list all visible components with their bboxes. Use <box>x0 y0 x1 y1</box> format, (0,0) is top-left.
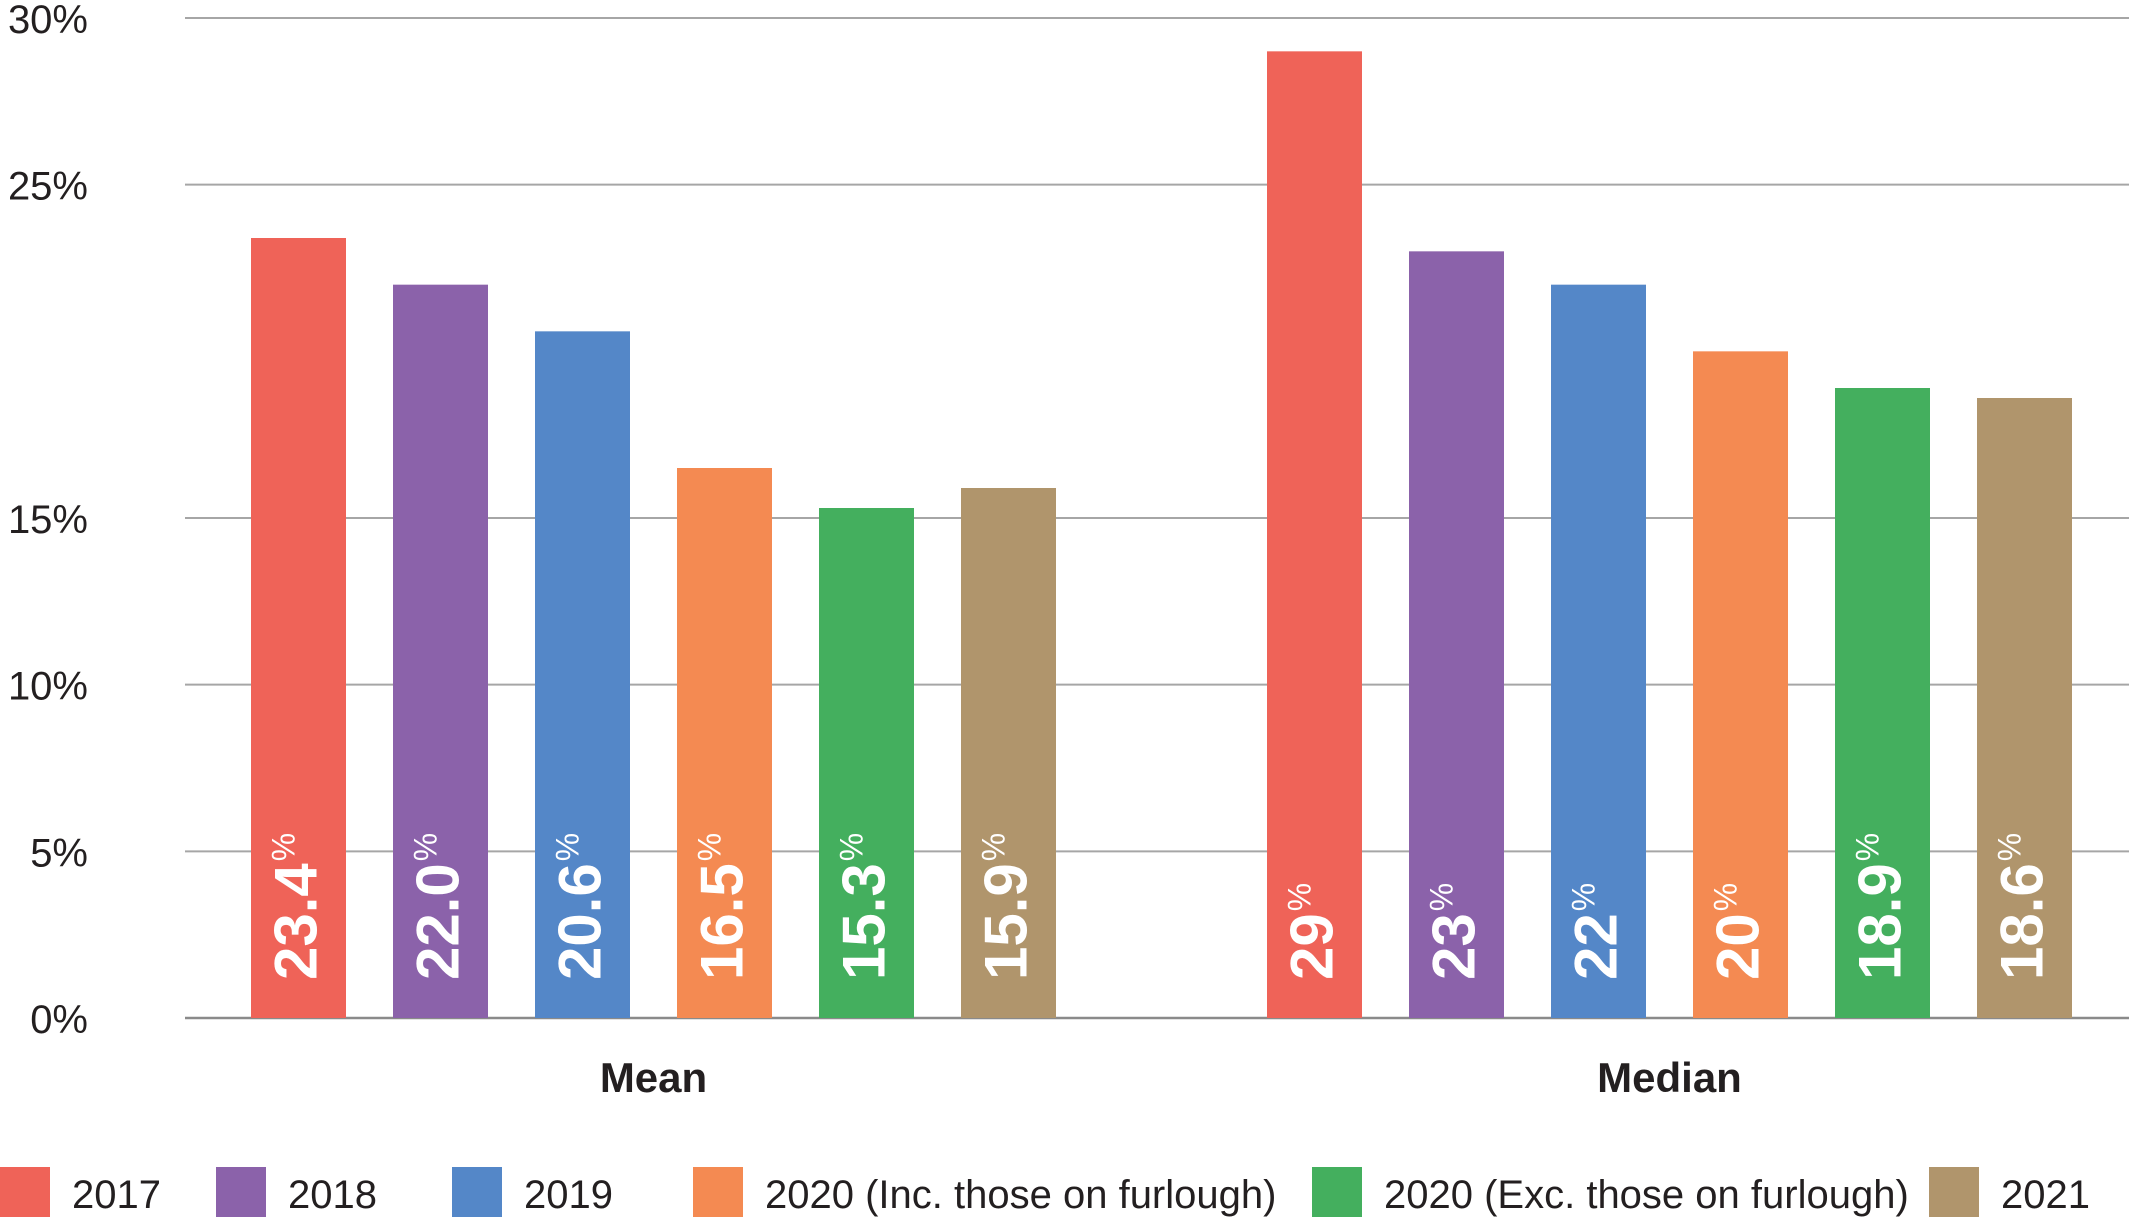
category-label: Mean <box>600 1054 707 1101</box>
legend-label: 2018 <box>288 1173 377 1217</box>
data-label: 23% <box>1421 883 1488 980</box>
bar <box>1977 398 2072 1018</box>
y-tick-label: 30% <box>8 0 88 42</box>
data-label: 23.4% <box>263 833 330 980</box>
data-label: 22.0% <box>405 833 472 980</box>
bar <box>1267 51 1362 1019</box>
data-label: 29% <box>1279 883 1346 980</box>
bar <box>251 238 346 1018</box>
bar <box>819 508 914 1018</box>
bar <box>1693 351 1788 1018</box>
category-label: Median <box>1597 1054 1742 1101</box>
legend-item: 2018 <box>216 1167 377 1217</box>
legend-item: 2017 <box>0 1167 161 1217</box>
legend-label: 2017 <box>72 1173 161 1217</box>
bar <box>393 284 488 1019</box>
y-tick-label: 15% <box>8 498 88 542</box>
legend-label: 2020 (Exc. those on furlough) <box>1384 1173 1909 1217</box>
y-tick-label: 5% <box>30 831 88 875</box>
legend-swatch <box>1929 1167 1979 1217</box>
bar <box>677 468 772 1018</box>
bar <box>961 488 1056 1018</box>
grid-layer <box>185 17 2129 1020</box>
axis-layer: 0% 5% 10% 15% 25% 30% Mean Median <box>8 0 1742 1101</box>
bars-layer <box>251 51 2072 1019</box>
legend-item: 2020 (Exc. those on furlough) <box>1312 1167 1909 1217</box>
y-tick-label: 0% <box>30 998 88 1042</box>
legend-swatch <box>0 1167 50 1217</box>
data-label: 15.3% <box>831 833 898 980</box>
legend-item: 2019 <box>452 1167 613 1217</box>
value-labels-layer: 23.4% 29% 22.0% 23% 20.6% 22% 16.5% 20% 15.3% 18.… <box>263 833 2056 980</box>
legend-item: 2021 <box>1929 1167 2090 1217</box>
data-label: 20% <box>1705 883 1772 980</box>
legend-label: 2020 (Inc. those on furlough) <box>765 1173 1276 1217</box>
data-label: 20.6% <box>547 833 614 980</box>
data-label: 15.9% <box>973 833 1040 980</box>
legend-item: 2020 (Inc. those on furlough) <box>693 1167 1276 1217</box>
y-tick-label: 25% <box>8 165 88 209</box>
data-label: 16.5% <box>689 833 756 980</box>
legend-swatch <box>452 1167 502 1217</box>
bar <box>1835 388 1930 1018</box>
legend-swatch <box>693 1167 743 1217</box>
legend: 2017 2018 2019 2020 (Inc. those on furlough… <box>0 1167 2090 1217</box>
legend-label: 2021 <box>2001 1173 2090 1217</box>
legend-swatch <box>216 1167 266 1217</box>
legend-swatch <box>1312 1167 1362 1217</box>
bar <box>1551 284 1646 1019</box>
legend-label: 2019 <box>524 1173 613 1217</box>
bar <box>535 331 630 1018</box>
data-label: 22% <box>1563 883 1630 980</box>
y-tick-label: 10% <box>8 665 88 709</box>
data-label: 18.6% <box>1989 833 2056 980</box>
data-label: 18.9% <box>1847 833 1914 980</box>
bar <box>1409 251 1504 1019</box>
